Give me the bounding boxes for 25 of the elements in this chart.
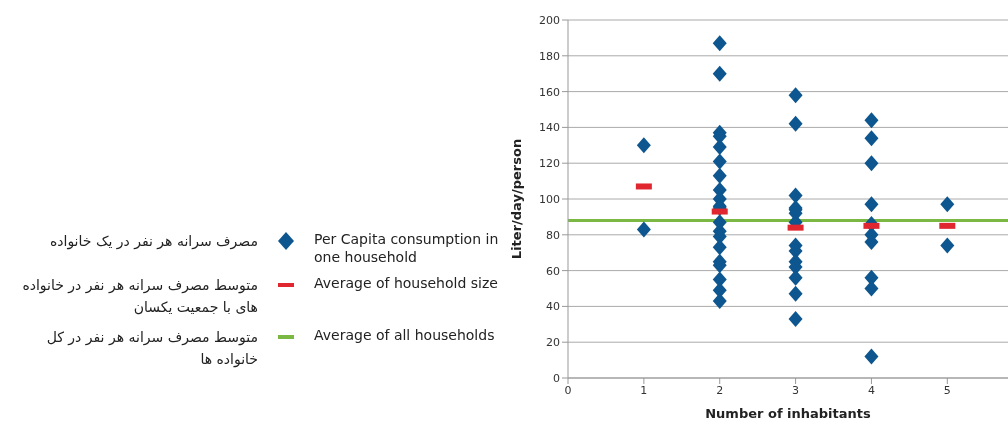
y-tick-label: 200: [539, 13, 560, 27]
y-tick-label: 100: [539, 192, 560, 206]
y-tick-label: 0: [553, 371, 560, 385]
x-tick-label: 3: [792, 383, 800, 397]
x-tick-label: 0: [564, 383, 572, 397]
text: متوسط مصرف سرانه هر نفر در خانواده های با جمعیت یکسان: [21, 276, 258, 317]
legend-label: Average of all households: [314, 326, 496, 344]
y-tick-label: 160: [539, 85, 560, 99]
y-tick-label: 80: [546, 228, 560, 242]
x-tick-label: 5: [943, 383, 951, 397]
x-axis-title: Number of inhabitants: [705, 406, 872, 421]
y-tick-label: 60: [546, 264, 560, 278]
legend-label: Average of household size: [314, 274, 499, 292]
y-tick-label: 40: [546, 300, 560, 314]
text: مصرف سرانه هر نفر در یک خانواده: [48, 232, 258, 252]
legend-label: Per Capita consumption in one household: [314, 230, 499, 266]
x-tick-label: 4: [867, 383, 875, 397]
y-tick-label: 140: [539, 121, 560, 135]
y-tick-label: 180: [539, 49, 560, 63]
text: متوسط مصرف سرانه هر نفر در کل خانواده ها: [45, 328, 258, 370]
x-tick-label: 1: [640, 383, 648, 397]
y-tick-label: 20: [546, 336, 560, 350]
y-tick-label: 120: [539, 157, 560, 171]
y-axis-title: Liter/day/person: [508, 138, 524, 260]
x-tick-label: 2: [716, 383, 724, 397]
